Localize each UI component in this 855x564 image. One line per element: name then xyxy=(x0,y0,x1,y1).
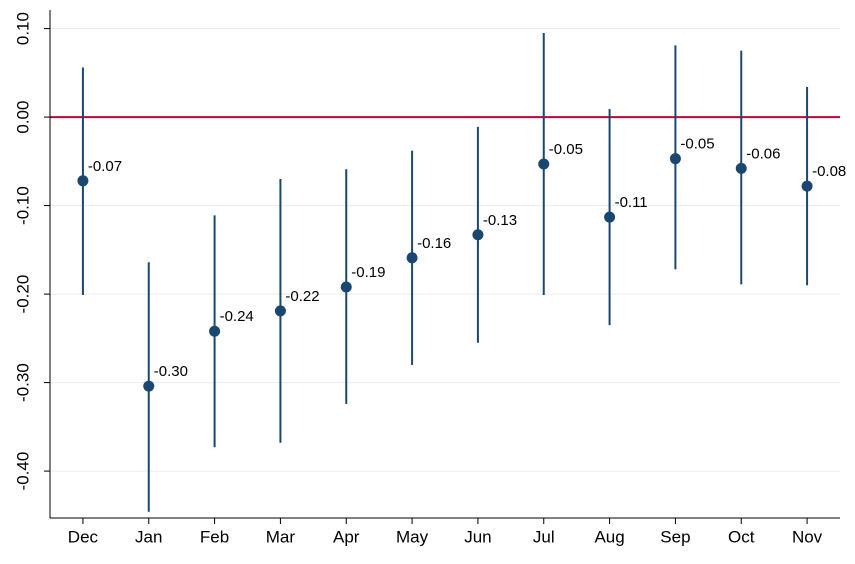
point xyxy=(801,180,813,192)
point xyxy=(406,252,418,264)
y-tick-label: 0.10 xyxy=(13,12,32,45)
x-tick-label: Jan xyxy=(135,527,162,546)
data-label: -0.24 xyxy=(220,308,254,325)
x-tick-label: Feb xyxy=(200,527,229,546)
x-tick-label: Aug xyxy=(594,527,624,546)
point xyxy=(209,325,221,337)
point xyxy=(340,281,352,293)
point xyxy=(143,380,155,392)
point xyxy=(538,158,550,170)
data-label: -0.30 xyxy=(154,363,188,380)
x-tick-label: Mar xyxy=(266,527,296,546)
point xyxy=(274,305,286,317)
data-label: -0.05 xyxy=(680,136,714,153)
point xyxy=(669,153,681,165)
y-tick-label: -0.10 xyxy=(13,186,32,225)
y-tick-label: -0.20 xyxy=(13,275,32,314)
data-label: -0.19 xyxy=(351,264,385,281)
data-label: -0.07 xyxy=(88,158,122,175)
y-tick-label: -0.30 xyxy=(13,363,32,402)
data-label: -0.13 xyxy=(483,212,517,229)
x-tick-label: Dec xyxy=(68,527,99,546)
y-tick-label: 0.00 xyxy=(13,101,32,134)
point xyxy=(735,162,747,174)
point xyxy=(472,229,484,241)
y-tick-label: -0.40 xyxy=(13,452,32,491)
data-label: -0.11 xyxy=(615,194,648,211)
x-tick-label: May xyxy=(396,527,429,546)
data-label: -0.22 xyxy=(285,288,319,305)
data-label: -0.05 xyxy=(549,141,583,158)
data-label: -0.08 xyxy=(812,163,846,180)
x-tick-label: Sep xyxy=(660,527,690,546)
x-tick-label: Jul xyxy=(533,527,555,546)
x-tick-label: Jun xyxy=(464,527,491,546)
x-tick-label: Nov xyxy=(792,527,823,546)
data-label: -0.06 xyxy=(746,145,780,162)
point xyxy=(77,175,89,187)
x-tick-label: Apr xyxy=(333,527,360,546)
point xyxy=(604,211,616,223)
data-label: -0.16 xyxy=(417,235,451,252)
x-tick-label: Oct xyxy=(728,527,755,546)
